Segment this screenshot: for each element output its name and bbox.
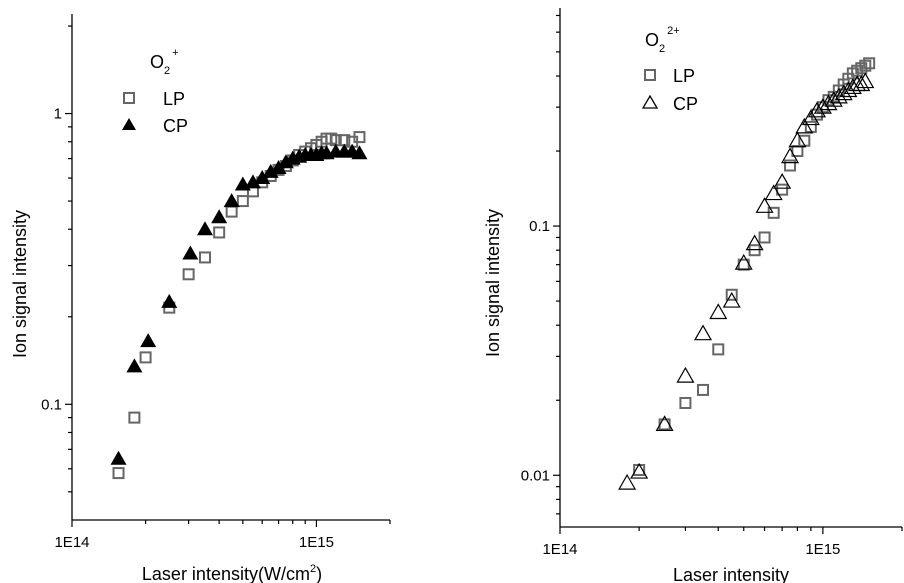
y-axis-title: Ion signal intensity (10, 210, 30, 358)
y-tick-label: 0.01 (521, 467, 550, 484)
cp-point (126, 358, 143, 373)
legend-label-lp: LP (163, 89, 185, 109)
y-axis-title: Ion signal intensity (483, 209, 503, 357)
cp-point (788, 131, 807, 148)
cp-point (773, 172, 792, 189)
cp-point (843, 78, 862, 95)
legend-label-cp: CP (673, 94, 698, 114)
tick-group: 1E14 1E15 0.01 0.1 (521, 14, 903, 558)
cp-point (223, 193, 240, 208)
cp-point (161, 293, 178, 308)
lp-point (139, 351, 152, 364)
legend: O2+ LP CP (122, 47, 188, 136)
cp-point (262, 163, 279, 178)
x-axis-title: Laser intensity(W/cm2) (142, 563, 322, 583)
lp-point (863, 57, 876, 70)
y-tick-label: 0.1 (529, 218, 550, 235)
cp-point (254, 170, 271, 185)
cp-point (780, 147, 800, 164)
legend-marker-lp (123, 92, 135, 104)
data-marks (618, 57, 876, 490)
cp-point (351, 145, 368, 160)
cp-point (244, 174, 261, 189)
legend-marker-cp (641, 94, 659, 109)
lp-point (791, 145, 804, 158)
lp-point (198, 251, 211, 264)
lp-point (859, 59, 872, 72)
legend-marker-cp (122, 118, 136, 130)
x-tick-label: 1E15 (805, 541, 840, 558)
cp-point (618, 473, 637, 490)
cp-point (764, 184, 783, 201)
cp-point (277, 154, 294, 169)
lp-point (182, 268, 195, 281)
legend-marker-lp (644, 69, 656, 81)
cp-point (630, 462, 649, 479)
x-axis-title: Laser intensity (673, 565, 789, 583)
cp-point (755, 197, 774, 213)
tick-group: 1E14 1E15 0.1 1 (41, 25, 391, 551)
cp-point (196, 221, 213, 236)
cp-point (655, 415, 674, 431)
cp-point (834, 84, 853, 101)
cp-point (852, 75, 871, 92)
x-tick-label: 1E14 (54, 534, 89, 551)
cp-point (676, 366, 695, 383)
cp-point (839, 81, 858, 98)
lp-point (784, 159, 797, 172)
lp-point (725, 288, 738, 301)
lp-point (679, 396, 692, 409)
lp-point (112, 467, 125, 480)
legend-label-lp: LP (673, 66, 695, 86)
lp-point (758, 231, 771, 244)
lp-point (658, 418, 671, 431)
cp-point (734, 253, 753, 270)
cp-point (856, 72, 875, 89)
lp-point (225, 205, 238, 218)
lp-point (697, 383, 710, 396)
cp-point (745, 234, 764, 251)
cp-point (110, 450, 127, 465)
lp-point (128, 411, 141, 424)
panel-o2-2plus: 1E14 1E15 0.01 0.1 Ion signal intensity Las… (483, 8, 903, 583)
cp-point (829, 87, 848, 104)
lp-point (353, 131, 366, 144)
cp-point (211, 209, 228, 224)
y-tick-label: 1 (54, 106, 62, 123)
legend-title: O2+ (150, 47, 179, 77)
cp-point (709, 303, 728, 320)
y-tick-label: 0.1 (41, 396, 62, 413)
lp-point (236, 195, 249, 208)
lp-point (776, 183, 789, 196)
x-tick-label: 1E15 (299, 534, 334, 551)
panel-o2-plus: 1E14 1E15 0.1 1 Ion signal intensity Laser … (10, 14, 391, 583)
cp-point (795, 117, 814, 134)
x-tick-label: 1E14 (542, 541, 577, 558)
cp-point (270, 159, 287, 174)
cp-point (693, 324, 713, 341)
cp-point (722, 291, 741, 308)
cp-point (140, 333, 157, 348)
legend-label-cp: CP (163, 116, 188, 136)
cp-point (182, 245, 199, 260)
legend-title: O22+ (645, 25, 680, 55)
lp-point (804, 120, 817, 133)
data-marks (110, 131, 368, 480)
lp-point (712, 343, 725, 356)
cp-point (801, 109, 820, 126)
legend: O22+ LP CP (641, 25, 698, 114)
lp-point (213, 226, 226, 239)
